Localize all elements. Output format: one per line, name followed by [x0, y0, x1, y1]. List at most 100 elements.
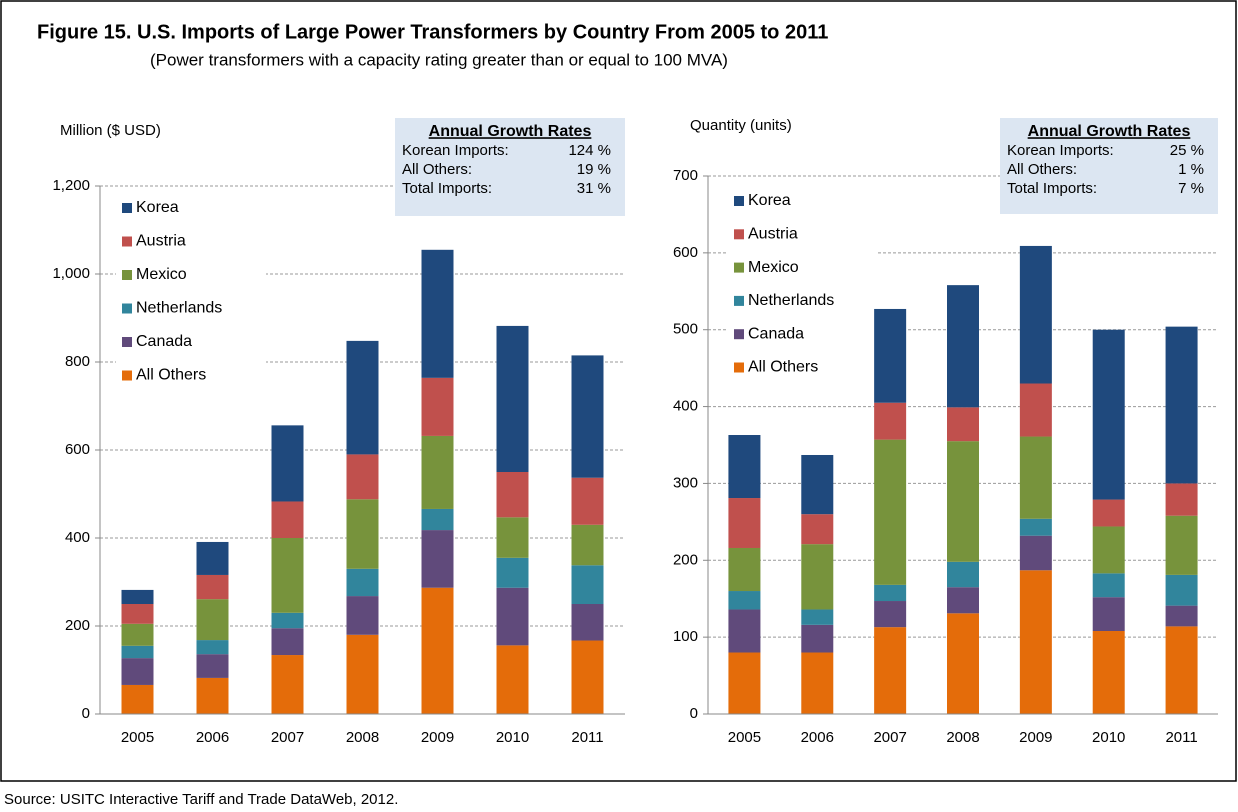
x-tick-label: 2007 [873, 729, 906, 746]
growth-value: 1 % [1178, 161, 1204, 178]
bar-segment [346, 499, 379, 569]
frame [0, 0, 1237, 782]
x-tick-label: 2011 [1165, 729, 1197, 746]
growth-label: Total Imports: [402, 180, 492, 197]
legend-label: Mexico [136, 266, 187, 283]
figure-subtitle: (Power transformers with a capacity rati… [150, 50, 728, 69]
bar-segment [1092, 630, 1125, 714]
bar-segment [801, 544, 834, 610]
bar-segment [271, 501, 304, 538]
bar-segment [346, 340, 379, 455]
bar-segment [271, 628, 304, 656]
bar-segment [1019, 245, 1052, 384]
bar-segment [196, 599, 229, 641]
y-tick-label: 1,000 [52, 265, 90, 282]
legend-swatch [734, 329, 744, 340]
legend-label: Netherlands [136, 300, 222, 317]
bar-segment [728, 547, 761, 592]
bar-segment [728, 652, 761, 714]
bar-segment [421, 530, 454, 588]
bar-segment [801, 454, 834, 515]
bar-segment [874, 308, 907, 403]
x-tick-label: 2006 [801, 729, 834, 746]
bar-segment [1019, 436, 1052, 519]
legend-label: Canada [136, 333, 192, 350]
legend-swatch [734, 229, 744, 240]
legend-swatch [122, 303, 132, 314]
bar-segment [121, 623, 154, 646]
bar-segment [874, 584, 907, 602]
bar-segment [1019, 535, 1052, 571]
legend-label: Mexico [748, 259, 799, 276]
bar-segment [571, 640, 604, 714]
growth-value: 7 % [1178, 180, 1204, 197]
bar-segment [801, 624, 834, 653]
bar-segment [196, 541, 229, 575]
growth-label: All Others: [1007, 161, 1077, 178]
growth-value: 19 % [577, 161, 611, 178]
legend-swatch [734, 262, 744, 273]
y-tick-label: 1,200 [52, 177, 90, 194]
legend-bg [116, 192, 266, 401]
x-tick-label: 2008 [946, 729, 979, 746]
y-tick-label: 800 [65, 353, 90, 370]
legend-swatch [734, 362, 744, 373]
growth-box [1000, 118, 1218, 214]
growth-box-title: Annual Growth Rates [1028, 123, 1191, 140]
growth-label: Korean Imports: [1007, 142, 1114, 159]
bar-segment [874, 601, 907, 628]
bar-segment [1019, 383, 1052, 437]
bar-segment [571, 565, 604, 604]
growth-box-title: Annual Growth Rates [429, 123, 592, 140]
legend-label: Austria [748, 226, 798, 243]
bar-segment [801, 609, 834, 625]
x-tick-label: 2005 [121, 729, 154, 746]
bar-segment [496, 587, 529, 646]
bar-segment [196, 574, 229, 600]
bar-segment [1165, 605, 1198, 627]
bar-segment [496, 325, 529, 472]
y-tick-label: 600 [65, 441, 90, 458]
y-tick-label: 0 [690, 705, 698, 722]
figure-title: Figure 15. U.S. Imports of Large Power T… [37, 21, 828, 43]
growth-value: 31 % [577, 180, 611, 197]
growth-value: 124 % [568, 142, 611, 159]
bar-segment [1092, 329, 1125, 500]
legend-label: Austria [136, 233, 186, 250]
y-tick-label: 200 [673, 551, 698, 568]
bar-segment [728, 498, 761, 548]
bar-segment [271, 612, 304, 629]
bar-segment [571, 524, 604, 566]
bar-segment [571, 604, 604, 641]
bar-segment [1165, 326, 1198, 484]
y-axis-label: Quantity (units) [690, 117, 792, 134]
bar-segment [271, 538, 304, 613]
bar-segment [874, 402, 907, 440]
bar-segment [801, 514, 834, 545]
bar-segment [496, 517, 529, 558]
bar-segment [421, 587, 454, 714]
bar-segment [947, 587, 979, 614]
legend-label: All Others [748, 359, 818, 376]
x-tick-label: 2006 [196, 729, 229, 746]
bar-segment [947, 441, 979, 562]
bar-segment [496, 645, 529, 714]
growth-label: Korean Imports: [402, 142, 509, 159]
y-tick-label: 500 [673, 321, 698, 338]
x-tick-label: 2011 [571, 729, 603, 746]
bar-segment [421, 249, 454, 378]
y-tick-label: 400 [65, 529, 90, 546]
bar-segment [121, 604, 154, 624]
y-tick-label: 100 [673, 628, 698, 645]
bar-segment [1165, 626, 1198, 714]
bar-segment [496, 557, 529, 588]
bar-segment [346, 634, 379, 714]
y-tick-label: 600 [673, 244, 698, 261]
bar-segment [1019, 570, 1052, 714]
bar-segment [1092, 597, 1125, 631]
bar-segment [874, 439, 907, 585]
bar-segment [421, 377, 454, 436]
x-tick-label: 2007 [271, 729, 304, 746]
